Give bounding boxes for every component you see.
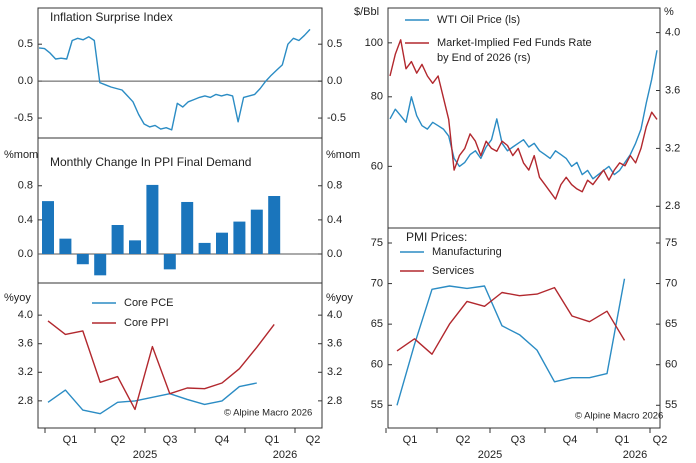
series-line (396, 278, 626, 406)
y-tick-label: 4.0 (327, 309, 342, 321)
y-tick-label: -0.5 (14, 112, 33, 124)
x-tick-label: Q1 (403, 434, 418, 446)
bar (129, 240, 141, 254)
y-tick-label: 60 (371, 160, 383, 172)
y-tick-label: 0.5 (327, 38, 342, 50)
series-line (389, 50, 658, 180)
y-tick-label: 65 (665, 318, 677, 330)
bar (181, 201, 194, 254)
series-line (47, 320, 275, 411)
x-year-label: 2025 (133, 449, 157, 461)
x-tick-label: Q1 (265, 434, 280, 446)
y-tick-label: 0.8 (18, 180, 33, 192)
x-year-label: 2026 (623, 449, 647, 461)
x-tick-label: Q4 (563, 434, 578, 446)
bar (94, 254, 107, 276)
y-tick-label: 0.0 (18, 248, 33, 260)
y-tick-label: 0.5 (18, 38, 33, 50)
y-tick-label: 0.4 (327, 214, 342, 226)
y-tick-label: -0.5 (327, 112, 346, 124)
y-tick-label: 2.8 (327, 395, 342, 407)
legend-label: Services (432, 265, 475, 277)
y2-axis-unit: %yoy (326, 292, 353, 304)
x-tick-label: Q2 (653, 434, 668, 446)
y-tick-label: 0.4 (18, 214, 33, 226)
series-line (38, 28, 311, 131)
panel-frame (387, 227, 661, 429)
y-tick-label: 3.6 (665, 84, 680, 96)
y-tick-label: 75 (371, 237, 383, 249)
annotation: © Alpine Macro 2026 (224, 408, 312, 419)
y-tick-label: 4.0 (18, 309, 33, 321)
panel-title: PMI Prices: (406, 230, 467, 244)
y-tick-label: 75 (665, 237, 677, 249)
x-tick-label: Q2 (306, 434, 321, 446)
x-year-label: 2026 (273, 449, 297, 461)
bar (233, 221, 246, 254)
y2-axis-unit: % (664, 6, 674, 18)
bar (268, 196, 281, 254)
bar (59, 238, 72, 254)
panel-frame (37, 7, 323, 139)
x-year-label: 2025 (478, 449, 502, 461)
y-tick-label: 60 (371, 359, 383, 371)
y-tick-label: 3.6 (327, 338, 342, 350)
x-tick-label: Q3 (163, 434, 178, 446)
y-tick-label: 3.2 (18, 366, 33, 378)
y-tick-label: 0.0 (18, 75, 33, 87)
legend-label: Core PPI (124, 317, 169, 329)
y-tick-label: 3.2 (327, 366, 342, 378)
y-tick-label: 3.6 (18, 338, 33, 350)
x-tick-label: Q1 (615, 434, 630, 446)
bar (111, 225, 124, 254)
y2-axis-unit: %mom (326, 149, 360, 161)
x-tick-label: Q1 (63, 434, 78, 446)
bar (250, 209, 263, 254)
panel-frame (37, 282, 323, 429)
bar (146, 184, 159, 254)
series-line (389, 39, 658, 200)
y-tick-label: 0.0 (327, 75, 342, 87)
series-line (396, 286, 626, 355)
legend-label: Market-Implied Fed Funds Rate by End of 2… (437, 37, 592, 64)
y-tick-label: 100 (365, 37, 383, 49)
y-tick-label: 70 (371, 277, 383, 289)
bar (42, 201, 54, 254)
legend-label: WTI Oil Price (ls) (437, 14, 520, 26)
x-tick-label: Q4 (215, 434, 230, 446)
y-axis-unit: %mom (4, 149, 38, 161)
bar (216, 232, 228, 254)
series-line (47, 382, 257, 415)
y-tick-label: 60 (665, 359, 677, 371)
y-axis-unit: %yoy (4, 292, 31, 304)
panel-title: Monthly Change In PPI Final Demand (50, 155, 251, 169)
y-tick-label: 2.8 (665, 200, 680, 212)
y-tick-label: 0.0 (327, 248, 342, 260)
y-tick-label: 65 (371, 318, 383, 330)
annotation: © Alpine Macro 2026 (575, 411, 663, 422)
y-tick-label: 70 (665, 277, 677, 289)
bar (163, 254, 176, 270)
y-tick-label: 55 (665, 399, 677, 411)
legend-label: Core PCE (124, 297, 174, 309)
x-tick-label: Q2 (111, 434, 126, 446)
bar (76, 254, 89, 265)
x-tick-label: Q3 (511, 434, 526, 446)
y-tick-label: 80 (371, 91, 383, 103)
y-tick-label: 4.0 (665, 27, 680, 39)
legend-label: Manufacturing (432, 246, 502, 258)
y-tick-label: 0.8 (327, 180, 342, 192)
panel-title: Inflation Surprise Index (50, 10, 173, 24)
x-tick-label: Q2 (456, 434, 471, 446)
y-tick-label: 2.8 (18, 395, 33, 407)
y-axis-unit: $/Bbl (354, 6, 379, 18)
y-tick-label: 3.2 (665, 142, 680, 154)
y-tick-label: 55 (371, 399, 383, 411)
bar (198, 242, 211, 254)
